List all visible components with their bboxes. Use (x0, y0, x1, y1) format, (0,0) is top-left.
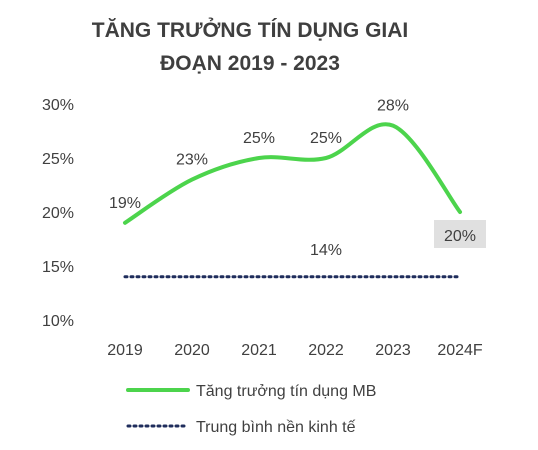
plot-area: 19% 23% 25% 25% 28% 20% 14% (109, 98, 486, 279)
data-label-highlight-box (434, 220, 486, 248)
x-tick-label: 2020 (174, 342, 210, 359)
data-label: 14% (310, 242, 342, 259)
x-tick-label: 2019 (107, 342, 143, 359)
x-tick-label: 2021 (241, 342, 277, 359)
x-tick-label: 2023 (375, 342, 411, 359)
y-tick-label: 20% (42, 205, 74, 222)
series-line-tang-truong-tin-dung (123, 122, 462, 225)
data-label: 28% (377, 98, 409, 115)
data-label: 19% (109, 195, 141, 212)
x-tick-label: 2024F (437, 342, 483, 359)
chart-title-line1: TĂNG TRƯỞNG TÍN DỤNG GIAI (91, 19, 409, 42)
y-tick-label: 15% (42, 259, 74, 276)
y-tick-label: 10% (42, 313, 74, 330)
chart-title: TĂNG TRƯỞNG TÍN DỤNG GIAI ĐOẠN 2019 - 20… (40, 14, 460, 80)
data-label: 25% (310, 130, 342, 147)
legend-label: Trung bình nền kinh tế (196, 419, 356, 436)
chart-title-line2: ĐOẠN 2019 - 2023 (160, 52, 340, 75)
data-label: 23% (176, 152, 208, 169)
data-label: 25% (243, 130, 275, 147)
y-tick-label: 30% (42, 97, 74, 114)
y-axis: 10% 15% 20% 25% 30% (42, 97, 74, 330)
legend-label: Tăng trưởng tín dụng MB (196, 383, 376, 400)
x-axis: 2019 2020 2021 2022 2023 2024F (107, 342, 483, 359)
y-tick-label: 25% (42, 151, 74, 168)
x-tick-label: 2022 (308, 342, 344, 359)
data-label: 20% (444, 228, 476, 245)
legend: Tăng trưởng tín dụng MB Trung bình nền ki… (126, 383, 376, 436)
